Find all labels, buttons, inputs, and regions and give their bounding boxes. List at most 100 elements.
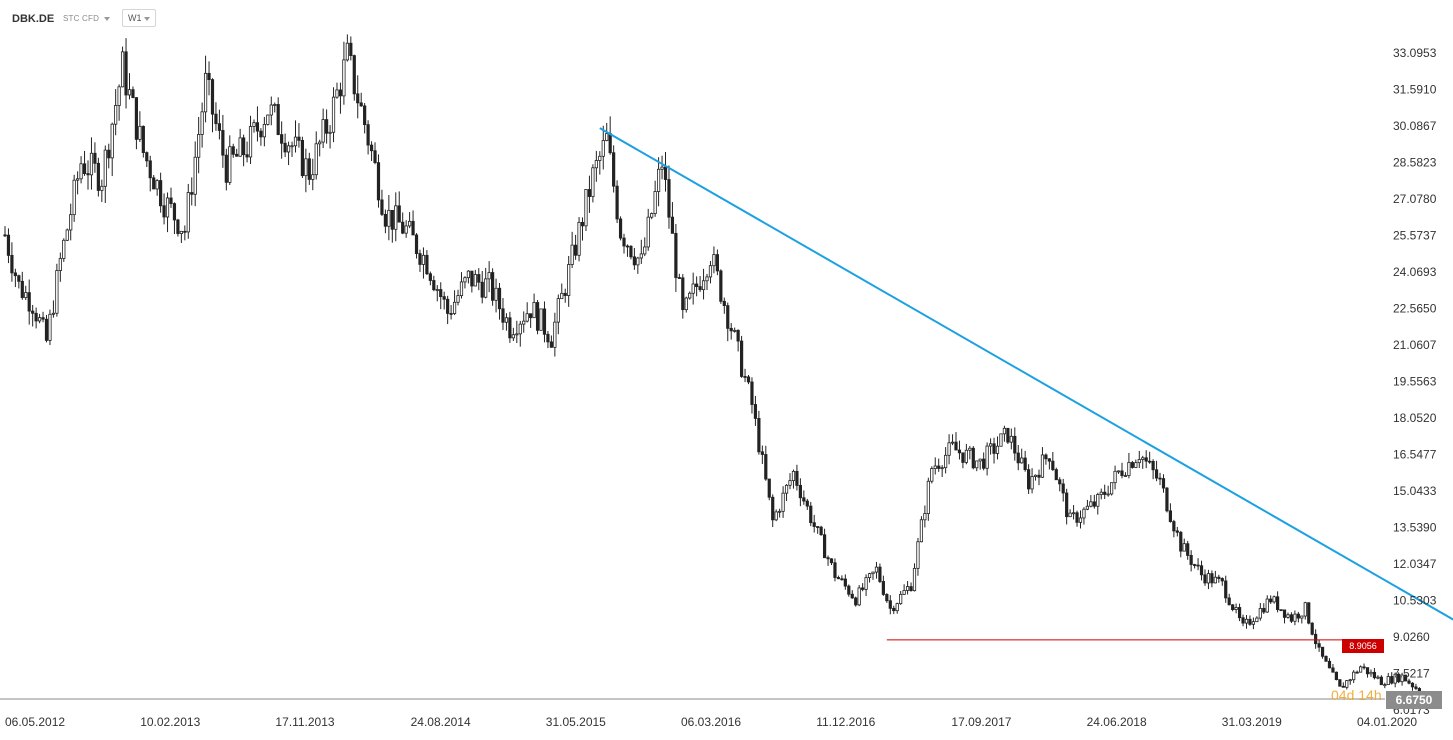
candle-body [1096, 494, 1100, 507]
candle-body [1379, 676, 1383, 686]
candle [1296, 612, 1300, 623]
candle [338, 82, 343, 114]
candle-body [695, 283, 699, 288]
x-tick-label: 24.06.2018 [1087, 715, 1147, 729]
candle-body [826, 557, 830, 560]
candle [1006, 427, 1010, 444]
candle [387, 195, 391, 241]
candle-body [947, 442, 951, 456]
candle-body [1269, 598, 1273, 603]
candle [1085, 499, 1090, 511]
candle-body [1009, 435, 1013, 443]
candle-body [1265, 598, 1269, 613]
candle [114, 89, 118, 136]
candle-body [1148, 460, 1152, 463]
candle [722, 297, 726, 314]
candle-body [542, 308, 547, 335]
candle [560, 283, 564, 300]
candle-body [273, 104, 277, 106]
candle [217, 109, 222, 140]
candle [854, 596, 858, 607]
candle-body [17, 275, 21, 282]
candle-body [829, 558, 834, 564]
candle-body [428, 273, 432, 281]
candle-body [1037, 474, 1041, 478]
candle [466, 270, 470, 284]
candle-body [1186, 543, 1190, 556]
candle [529, 313, 533, 328]
candle [926, 477, 930, 521]
candle [1400, 672, 1404, 686]
candle-body [293, 136, 298, 147]
candle [1210, 570, 1214, 588]
candle-body [1220, 578, 1224, 582]
candle [1303, 601, 1307, 620]
candle-body [622, 237, 626, 247]
candle-body [228, 146, 232, 183]
candle-body [563, 292, 567, 296]
candle [41, 311, 45, 323]
candle [491, 268, 495, 306]
candle-body [76, 178, 80, 181]
candle [1054, 467, 1058, 481]
candle-body [539, 308, 543, 331]
candle-body [207, 72, 211, 81]
candle [781, 486, 785, 518]
candle-body [366, 124, 370, 146]
candle [660, 155, 664, 180]
instrument-type-label[interactable]: STC CFD [63, 14, 100, 23]
candle [86, 160, 90, 190]
trendline[interactable] [599, 127, 1453, 640]
candle-body [390, 209, 394, 230]
candle [733, 327, 737, 333]
candle [968, 445, 972, 460]
candle-body [376, 162, 381, 201]
candle [280, 121, 284, 159]
candle-body [1307, 602, 1311, 624]
candle [141, 125, 145, 158]
chevron-down-icon[interactable] [104, 17, 110, 21]
candle-body [172, 203, 177, 221]
candle [1234, 603, 1238, 614]
candle [221, 114, 225, 168]
candle [297, 123, 301, 148]
candle [736, 329, 740, 352]
candle [20, 271, 24, 300]
candle [715, 249, 719, 276]
timeframe-select[interactable]: W1 [122, 9, 156, 27]
candle-body [923, 513, 927, 521]
candle [242, 134, 246, 167]
candle [1276, 591, 1280, 613]
candle [203, 55, 208, 123]
candle-body [342, 59, 346, 97]
candle-body [629, 245, 633, 258]
candle [1175, 526, 1179, 537]
candle-body [394, 205, 398, 230]
candle [152, 175, 156, 190]
candle-body [1282, 609, 1287, 618]
candle [988, 438, 993, 455]
candle-body [283, 142, 287, 153]
candle-body [843, 578, 847, 587]
candle [356, 75, 360, 119]
candle [138, 111, 142, 142]
candle [1168, 503, 1173, 523]
candle [819, 525, 823, 536]
candle-body [549, 341, 553, 348]
candle-body [715, 254, 719, 272]
candle [1334, 671, 1338, 681]
candle [214, 102, 218, 131]
candle [681, 274, 685, 319]
candle-body [1158, 477, 1162, 480]
candle [321, 108, 325, 149]
candle-body [802, 497, 806, 502]
candle-body [373, 150, 377, 164]
candle [1348, 678, 1352, 685]
candle [1071, 505, 1076, 520]
candle [930, 466, 934, 484]
candle-body [124, 51, 128, 96]
candle [162, 193, 166, 225]
candle [629, 245, 633, 260]
symbol-label[interactable]: DBK.DE [12, 13, 55, 25]
